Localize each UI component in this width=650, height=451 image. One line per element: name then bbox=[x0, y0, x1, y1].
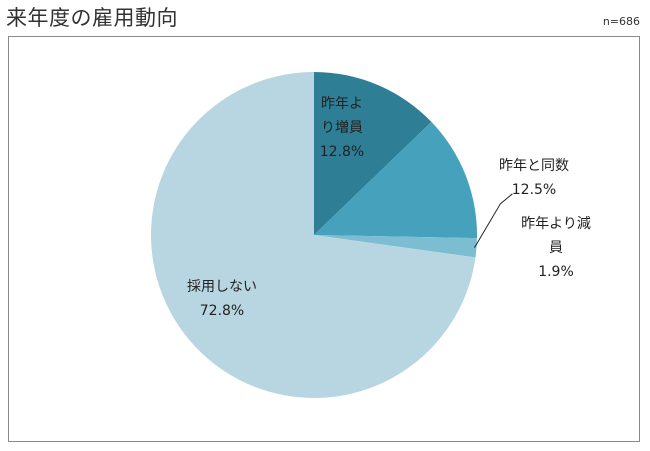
leader-line-2 bbox=[474, 193, 513, 248]
slice-category-label: り増員 bbox=[321, 120, 363, 136]
pie-slice-3 bbox=[151, 72, 476, 398]
slice-category-label: 員 bbox=[549, 240, 563, 256]
pie-slice-1 bbox=[314, 121, 477, 239]
slice-category-label: 昨年より減 bbox=[521, 215, 591, 232]
slice-label-1: 昨年と同数 12.5% bbox=[499, 158, 569, 198]
pie-slice-0 bbox=[314, 72, 432, 235]
slice-value-label: 12.5% bbox=[512, 182, 556, 198]
slice-label-3: 採用しない 72.8% bbox=[187, 279, 257, 319]
slice-value-label: 12.8% bbox=[320, 144, 364, 160]
pie-slice-2 bbox=[314, 235, 477, 258]
slice-category-label: 昨年よ bbox=[321, 96, 363, 112]
slice-value-label: 1.9% bbox=[538, 264, 574, 280]
sample-size-label: n=686 bbox=[602, 15, 640, 28]
slice-category-label: 採用しない bbox=[187, 279, 257, 295]
chart-title: 来年度の雇用動向 bbox=[6, 6, 178, 30]
pie-slices bbox=[151, 72, 477, 398]
slice-value-label: 72.8% bbox=[200, 303, 244, 319]
slice-category-label: 昨年と同数 bbox=[499, 158, 569, 174]
